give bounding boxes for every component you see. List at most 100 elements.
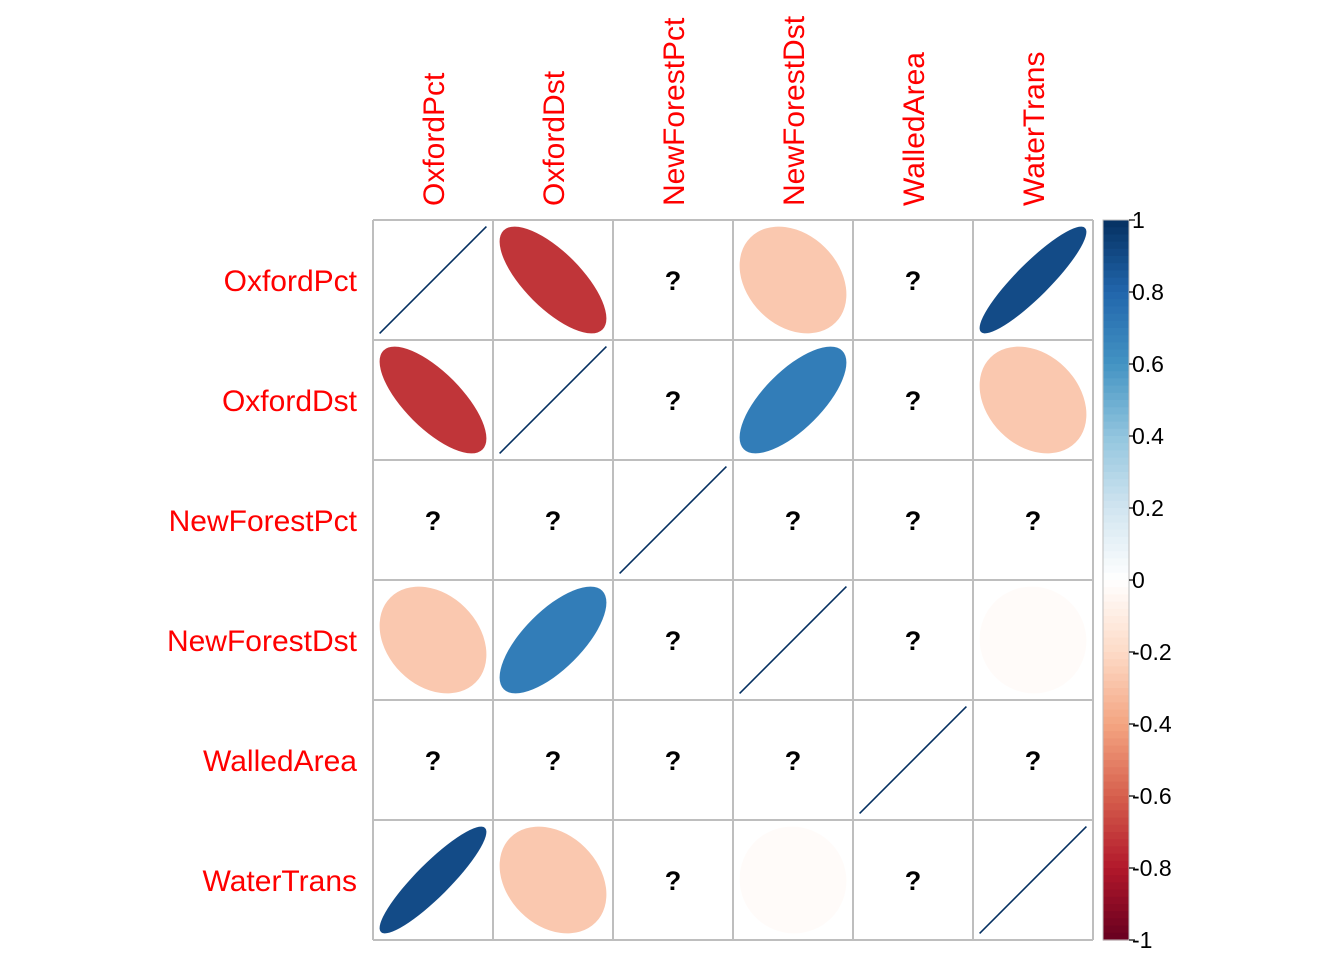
colorbar-segment <box>1103 371 1129 379</box>
colorbar-segment <box>1103 788 1129 797</box>
colorbar-segment <box>1103 832 1129 840</box>
cell-WaterTrans-NewForestDst <box>739 826 847 934</box>
colorbar-segment <box>1103 803 1129 811</box>
missing-value-mark: ? <box>665 386 682 416</box>
correlation-mark <box>739 586 847 694</box>
cell-WalledArea-NewForestDst: ? <box>785 746 802 776</box>
colorbar-segment <box>1103 724 1129 732</box>
colorbar-segment <box>1103 234 1129 243</box>
cell-OxfordDst-NewForestDst <box>739 346 847 454</box>
cell-NewForestPct-OxfordDst: ? <box>545 506 562 536</box>
colorbar-segment <box>1103 486 1129 495</box>
missing-value-mark: ? <box>665 266 682 296</box>
grid-lines <box>372 219 1094 941</box>
colorbar-segment <box>1103 500 1129 509</box>
column-labels: OxfordPct OxfordDst NewForestPct NewForestD… <box>418 15 1051 206</box>
colorbar-segment <box>1103 925 1129 934</box>
colorbar-segment <box>1103 248 1129 257</box>
cell-OxfordDst-WaterTrans <box>979 346 1087 454</box>
colorbar-segment <box>1103 572 1129 581</box>
row-label: OxfordDst <box>222 385 358 418</box>
missing-value-mark: ? <box>1025 506 1042 536</box>
colorbar-tick-label: -0.4 <box>1132 711 1172 737</box>
colorbar-segment <box>1103 558 1129 567</box>
cell-OxfordPct-WalledArea: ? <box>905 266 922 296</box>
colorbar-segment <box>1103 767 1129 775</box>
colorbar-segment <box>1103 688 1129 696</box>
colorbar-segment <box>1103 680 1129 689</box>
cell-NewForestDst-OxfordDst <box>499 586 607 694</box>
cell-OxfordPct-OxfordDst <box>499 226 607 334</box>
colorbar-segment <box>1103 666 1129 675</box>
colorbar-segment <box>1103 335 1129 343</box>
correlation-mark <box>859 706 967 814</box>
cell-WalledArea-WaterTrans: ? <box>1025 746 1042 776</box>
colorbar-segment <box>1103 364 1129 372</box>
colorbar-segment <box>1103 702 1129 711</box>
colorbar-segment <box>1103 716 1129 725</box>
colorbar-segment <box>1103 565 1129 574</box>
colorbar-segment <box>1103 932 1129 941</box>
color-legend: 1 0.8 0.6 0.4 0.2 0 -0.2 -0.4 -0.6 -0.8 -1 <box>1102 207 1172 953</box>
row-label: WalledArea <box>203 745 357 778</box>
missing-value-mark: ? <box>665 626 682 656</box>
colorbar-tick-label: 0.8 <box>1132 279 1164 305</box>
colorbar-segment <box>1103 623 1129 631</box>
colorbar-segment <box>1103 817 1129 826</box>
cell-grid: ?????????????????? <box>372 219 1094 941</box>
correlation-ellipse <box>379 586 487 694</box>
colorbar-segment <box>1103 529 1129 538</box>
colorbar-segment <box>1103 853 1129 862</box>
colorbar-tick-label: 0.6 <box>1132 351 1164 377</box>
correlation-ellipse <box>499 586 607 694</box>
missing-value-mark: ? <box>905 506 922 536</box>
correlation-ellipse <box>979 586 1087 694</box>
row-label: NewForestDst <box>167 625 358 658</box>
colorbar-segment <box>1103 904 1129 912</box>
cell-OxfordDst-OxfordDst <box>499 346 607 454</box>
cell-OxfordPct-NewForestPct: ? <box>665 266 682 296</box>
colorbar-segment <box>1103 659 1129 667</box>
colorbar-segment <box>1103 227 1129 235</box>
colorbar-segment <box>1103 536 1129 545</box>
colorbar-segment <box>1103 824 1129 833</box>
colorbar-segment <box>1103 810 1129 819</box>
colorbar-tick-label: 0 <box>1132 567 1145 593</box>
missing-value-mark: ? <box>905 626 922 656</box>
correlation-ellipse <box>979 226 1087 334</box>
colorbar-segment <box>1103 673 1129 682</box>
colorbar-segment <box>1103 731 1129 739</box>
colorbar-tick-label: -1 <box>1132 927 1152 953</box>
cell-NewForestDst-NewForestPct: ? <box>665 626 682 656</box>
cell-WaterTrans-OxfordPct <box>379 826 487 934</box>
row-labels: OxfordPct OxfordDst NewForestPct NewForestD… <box>167 265 358 898</box>
row-label: OxfordPct <box>224 265 358 298</box>
colorbar-segment <box>1103 644 1129 653</box>
cell-NewForestPct-NewForestPct <box>619 466 727 574</box>
colorbar-segment <box>1103 472 1129 480</box>
colorbar-segment <box>1103 781 1129 790</box>
colorbar-segment <box>1103 457 1129 466</box>
colorbar-tick-label: 0.4 <box>1132 423 1164 449</box>
colorbar-segment <box>1103 443 1129 451</box>
correlation-ellipse <box>499 226 607 334</box>
correlation-ellipse <box>379 826 487 934</box>
colorbar-segment <box>1103 320 1129 329</box>
cell-NewForestPct-WaterTrans: ? <box>1025 506 1042 536</box>
cell-WaterTrans-OxfordDst <box>499 826 607 934</box>
cell-NewForestPct-NewForestDst: ? <box>785 506 802 536</box>
missing-value-mark: ? <box>425 746 442 776</box>
colorbar-tick-label: 1 <box>1132 207 1145 233</box>
colorbar-segment <box>1103 292 1129 300</box>
colorbar-segment <box>1103 896 1129 905</box>
cell-NewForestPct-OxfordPct: ? <box>425 506 442 536</box>
column-label: OxfordDst <box>538 70 571 206</box>
colorbar-segment <box>1103 241 1129 250</box>
cell-NewForestDst-WalledArea: ? <box>905 626 922 656</box>
colorbar-segment <box>1103 256 1129 264</box>
colorbar-segment <box>1103 551 1129 559</box>
colorbar-segment <box>1103 421 1129 430</box>
colorbar-segment <box>1103 220 1129 228</box>
colorbar-segment <box>1103 428 1129 437</box>
colorbar-segment <box>1103 328 1129 336</box>
